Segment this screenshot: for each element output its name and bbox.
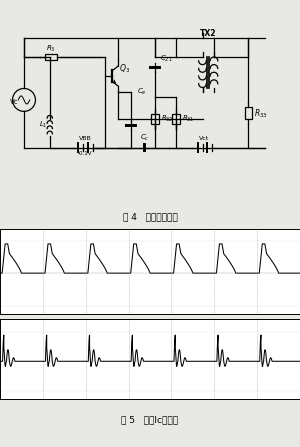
Text: $R_3$: $R_3$ [46, 44, 56, 55]
Text: $C_e$: $C_e$ [136, 87, 146, 97]
Bar [172, 114, 180, 124]
Bar [244, 107, 252, 119]
Text: $C_{21}$: $C_{21}$ [160, 54, 172, 64]
Text: $C_c$: $C_c$ [140, 133, 149, 143]
Text: $L_1$: $L_1$ [39, 120, 47, 130]
Bar [45, 54, 57, 60]
Text: $R_{32}$: $R_{32}$ [160, 114, 173, 124]
Text: Vct: Vct [199, 136, 209, 141]
Text: -0.1V: -0.1V [78, 151, 92, 156]
Text: VBB: VBB [79, 136, 92, 141]
Text: Vc: Vc [10, 99, 19, 105]
Text: 图 4   功率放大电路: 图 4 功率放大电路 [123, 212, 177, 221]
Text: TX2: TX2 [200, 29, 217, 38]
Text: 图 5   电流Ic波形图: 图 5 电流Ic波形图 [122, 415, 178, 424]
Text: $R_{33}$: $R_{33}$ [254, 107, 268, 119]
Bar [151, 114, 159, 124]
Text: $R_{31}$: $R_{31}$ [182, 114, 194, 124]
Text: $Q_3$: $Q_3$ [119, 62, 130, 75]
